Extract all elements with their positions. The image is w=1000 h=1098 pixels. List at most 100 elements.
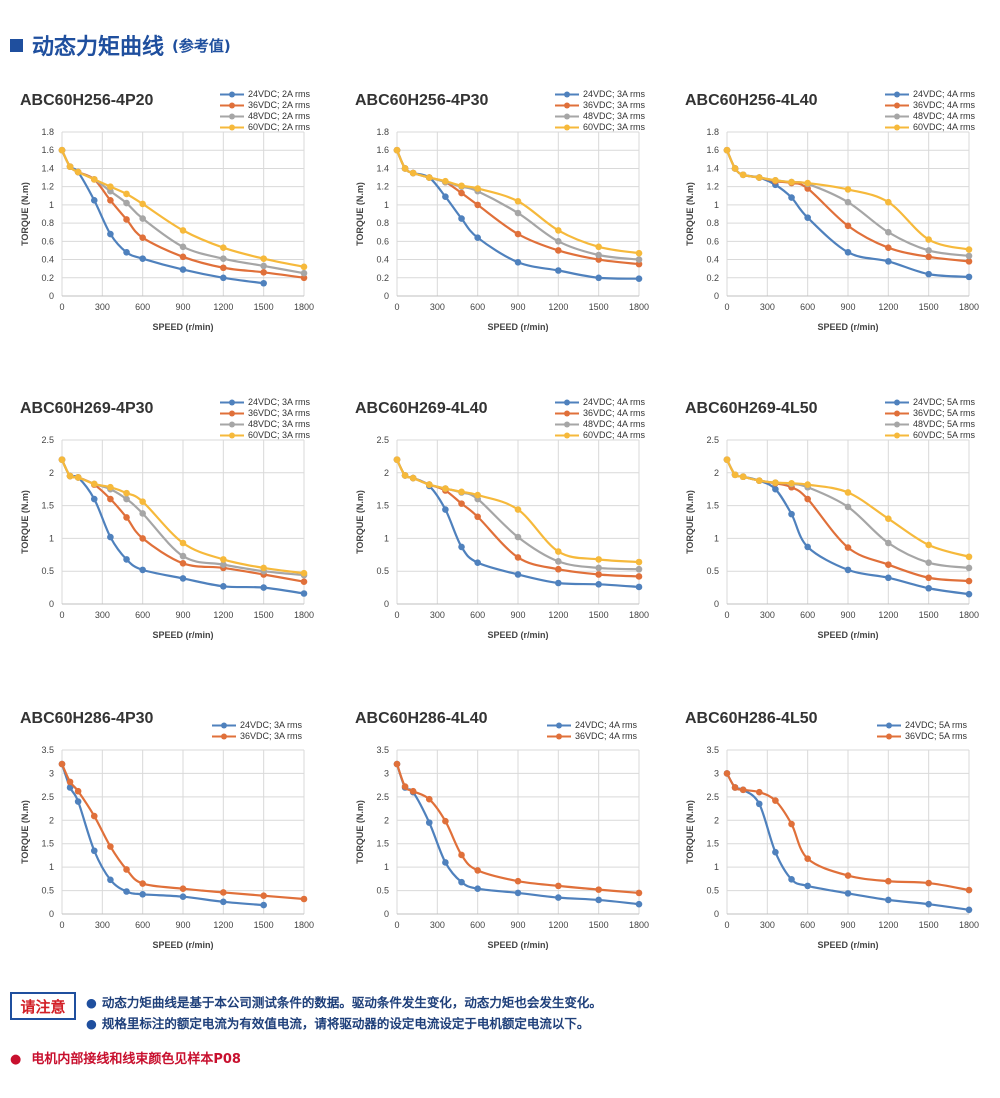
- x-tick-label: 1800: [294, 302, 314, 312]
- data-point: [425, 481, 433, 488]
- legend-label: 24VDC; 4A rms: [583, 397, 646, 407]
- y-tick-label: 2.5: [376, 435, 389, 445]
- x-tick-label: 1200: [548, 920, 568, 930]
- legend-label: 60VDC; 3A rms: [248, 430, 311, 440]
- data-point: [458, 215, 465, 222]
- y-tick-label: 0.2: [41, 273, 54, 283]
- footnote: ● 电机内部接线和线束颜色见样本P08: [10, 1048, 241, 1067]
- legend-label: 24VDC; 5A rms: [913, 397, 976, 407]
- data-point: [458, 543, 465, 551]
- x-tick-label: 0: [724, 610, 729, 620]
- data-point: [107, 495, 114, 503]
- legend-label: 60VDC; 4A rms: [583, 430, 646, 440]
- page-subtitle: (参考值): [172, 36, 231, 55]
- data-point: [788, 820, 795, 828]
- y-axis-label: TORQUE (N.m): [355, 490, 365, 554]
- data-point: [595, 896, 602, 904]
- data-point: [804, 543, 811, 551]
- note-text: 规格里标注的额定电流为有效值电流，请将驱动器的设定电流设定于电机额定电流以下。: [101, 1016, 590, 1031]
- chart-plot: 0 300 600 900 1200 1500 1800 0 0.2 0.4 0.6 0.8 1 1.2 1…: [685, 127, 979, 332]
- data-point: [731, 165, 739, 172]
- data-point: [300, 274, 308, 282]
- data-point: [425, 819, 433, 826]
- y-tick-label: 0.5: [376, 566, 389, 576]
- y-tick-label: 1.2: [706, 182, 719, 192]
- legend-swatch-icon: [555, 124, 579, 131]
- y-tick-label: 0: [384, 909, 389, 919]
- data-point: [260, 584, 267, 591]
- series-4: [58, 146, 308, 271]
- data-point: [925, 253, 932, 261]
- series-4: [58, 456, 308, 577]
- x-tick-label: 600: [800, 920, 815, 930]
- series-4: [393, 146, 643, 257]
- data-point: [458, 878, 465, 886]
- data-point: [401, 783, 409, 790]
- legend-swatch-icon: [555, 102, 579, 109]
- x-tick-label: 0: [724, 302, 729, 312]
- y-tick-label: 0: [384, 599, 389, 609]
- chart-plot: 0 300 600 900 1200 1500 1800 0 0.5 1 1.5 2 2.5 SPEED …: [20, 435, 314, 640]
- x-tick-label: 300: [760, 610, 775, 620]
- legend-swatch-icon: [885, 91, 909, 98]
- data-point: [139, 535, 146, 542]
- data-point: [458, 500, 465, 507]
- chart-title: ABC60H256-4P30: [355, 92, 489, 109]
- x-tick-label: 0: [59, 302, 64, 312]
- legend-label: 36VDC; 3A rms: [583, 100, 646, 110]
- data-point: [139, 234, 146, 241]
- y-tick-label: 1: [384, 533, 389, 543]
- data-point: [66, 778, 74, 786]
- series-4: [723, 456, 973, 561]
- data-point: [925, 541, 932, 549]
- data-point: [595, 243, 602, 251]
- data-point: [788, 876, 795, 883]
- data-point: [514, 209, 522, 217]
- note-item: ● 动态力矩曲线是基于本公司测试条件的数据。驱动条件发生变化，动态力矩也会发生变化…: [86, 992, 602, 1011]
- data-point: [260, 269, 267, 276]
- bullet-dot-icon: ●: [86, 1016, 97, 1031]
- y-tick-label: 2: [714, 468, 719, 478]
- y-tick-label: 3.5: [376, 745, 389, 755]
- data-point: [458, 488, 465, 496]
- x-tick-label: 1500: [919, 610, 939, 620]
- data-point: [179, 575, 187, 582]
- x-tick-label: 0: [59, 610, 64, 620]
- legend-swatch-icon: [885, 113, 909, 120]
- data-point: [595, 564, 602, 572]
- legend-swatch-icon: [220, 410, 244, 417]
- y-tick-label: 0.6: [376, 236, 389, 246]
- data-point: [300, 569, 308, 577]
- data-point: [844, 566, 852, 574]
- y-tick-label: 1.4: [706, 163, 719, 173]
- legend-label: 48VDC; 5A rms: [913, 419, 976, 429]
- data-point: [804, 882, 811, 890]
- data-point: [804, 179, 811, 187]
- data-point: [401, 165, 409, 172]
- data-point: [458, 189, 465, 197]
- data-point: [442, 193, 449, 200]
- data-point: [755, 788, 763, 796]
- y-tick-label: 1.6: [376, 145, 389, 155]
- data-point: [179, 243, 187, 251]
- y-tick-label: 1.8: [41, 127, 54, 137]
- legend-swatch-icon: [877, 733, 901, 740]
- y-tick-label: 1: [49, 533, 54, 543]
- data-point: [260, 279, 267, 287]
- data-point: [885, 515, 892, 523]
- legend-label: 36VDC; 2A rms: [248, 100, 311, 110]
- data-point: [66, 784, 74, 791]
- data-point: [635, 889, 643, 897]
- data-point: [731, 784, 739, 791]
- y-tick-label: 0.2: [376, 273, 389, 283]
- data-point: [844, 489, 852, 496]
- data-point: [772, 797, 779, 804]
- x-tick-label: 1800: [629, 302, 649, 312]
- data-point: [555, 565, 562, 573]
- y-tick-label: 0.5: [706, 886, 719, 896]
- data-point: [772, 485, 779, 493]
- data-point: [107, 843, 114, 850]
- data-point: [555, 267, 562, 274]
- x-tick-label: 300: [95, 302, 110, 312]
- x-tick-label: 1500: [254, 610, 274, 620]
